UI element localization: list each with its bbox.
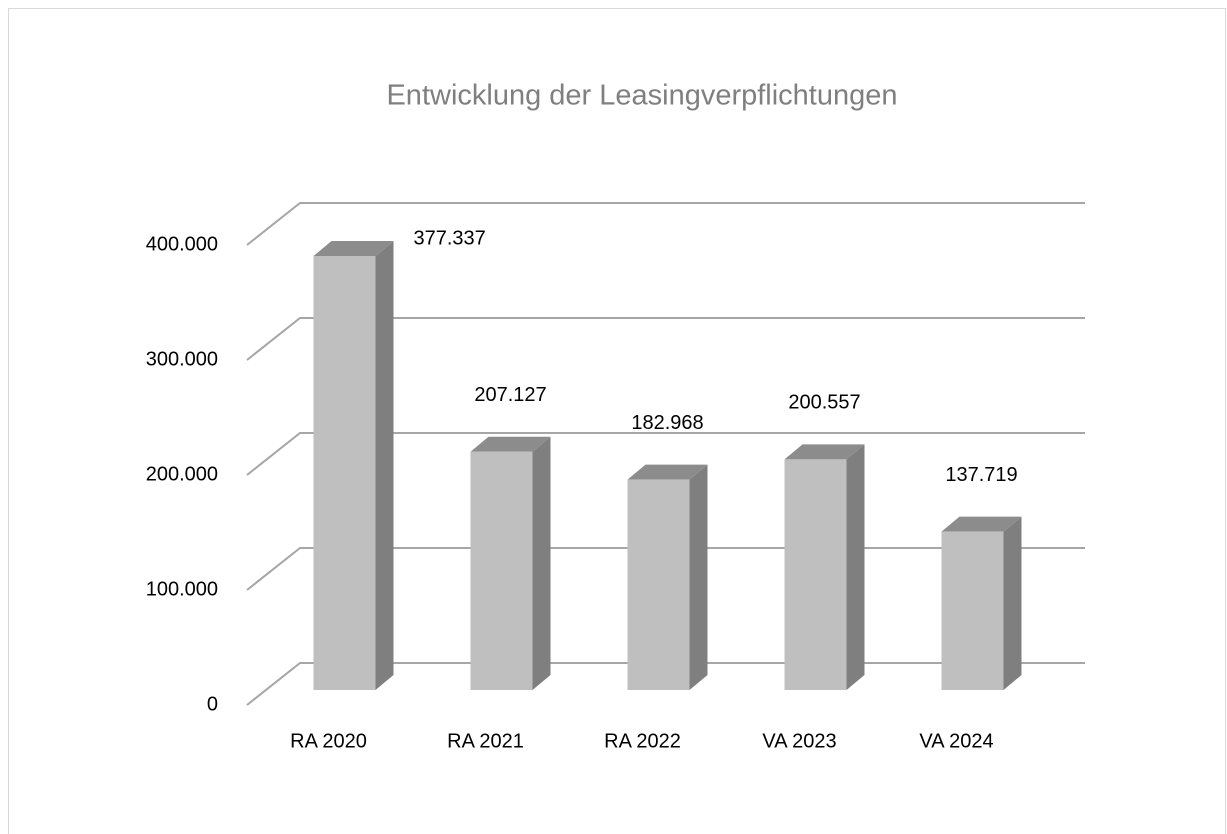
grid-line [246,432,1085,476]
y-tick-label: 0 [207,693,218,715]
x-tick-label: VA 2024 [919,730,993,752]
bar-side [375,241,394,691]
chart-border [8,8,1226,834]
bar-front [313,256,376,690]
bar [784,444,865,690]
y-tick-label: 400.000 [146,233,218,255]
bar [313,241,394,691]
data-label: 200.557 [788,392,860,414]
data-label: 182.968 [631,412,703,434]
bar [941,516,1022,690]
x-tick-label: RA 2021 [447,730,524,752]
grid-line [246,202,1085,246]
bar [627,464,708,690]
bar-side [1003,516,1022,690]
bar-front [941,531,1004,690]
y-tick-label: 100.000 [146,578,218,600]
bar-top [627,464,708,480]
y-tick-label: 200.000 [146,463,218,485]
bar-top [784,444,865,460]
chart-title: Entwicklung der Leasingverpflichtungen [386,80,897,112]
bar-front [627,479,690,690]
x-tick-label: RA 2022 [604,730,681,752]
bar-top [941,516,1022,532]
y-tick-label: 300.000 [146,348,218,370]
bar-side [689,464,708,690]
grid-line [246,317,1085,361]
data-label: 137.719 [945,464,1017,486]
x-tick-label: VA 2023 [762,730,836,752]
bar-top [470,436,551,452]
data-label: 207.127 [474,384,546,406]
bar-top [313,241,394,257]
bar-side [846,444,865,690]
x-tick-label: RA 2020 [290,730,367,752]
bar-front [784,459,847,690]
bar [470,436,551,690]
bar-front [470,451,533,690]
data-label: 377.337 [414,227,486,249]
bar-side [532,436,551,690]
